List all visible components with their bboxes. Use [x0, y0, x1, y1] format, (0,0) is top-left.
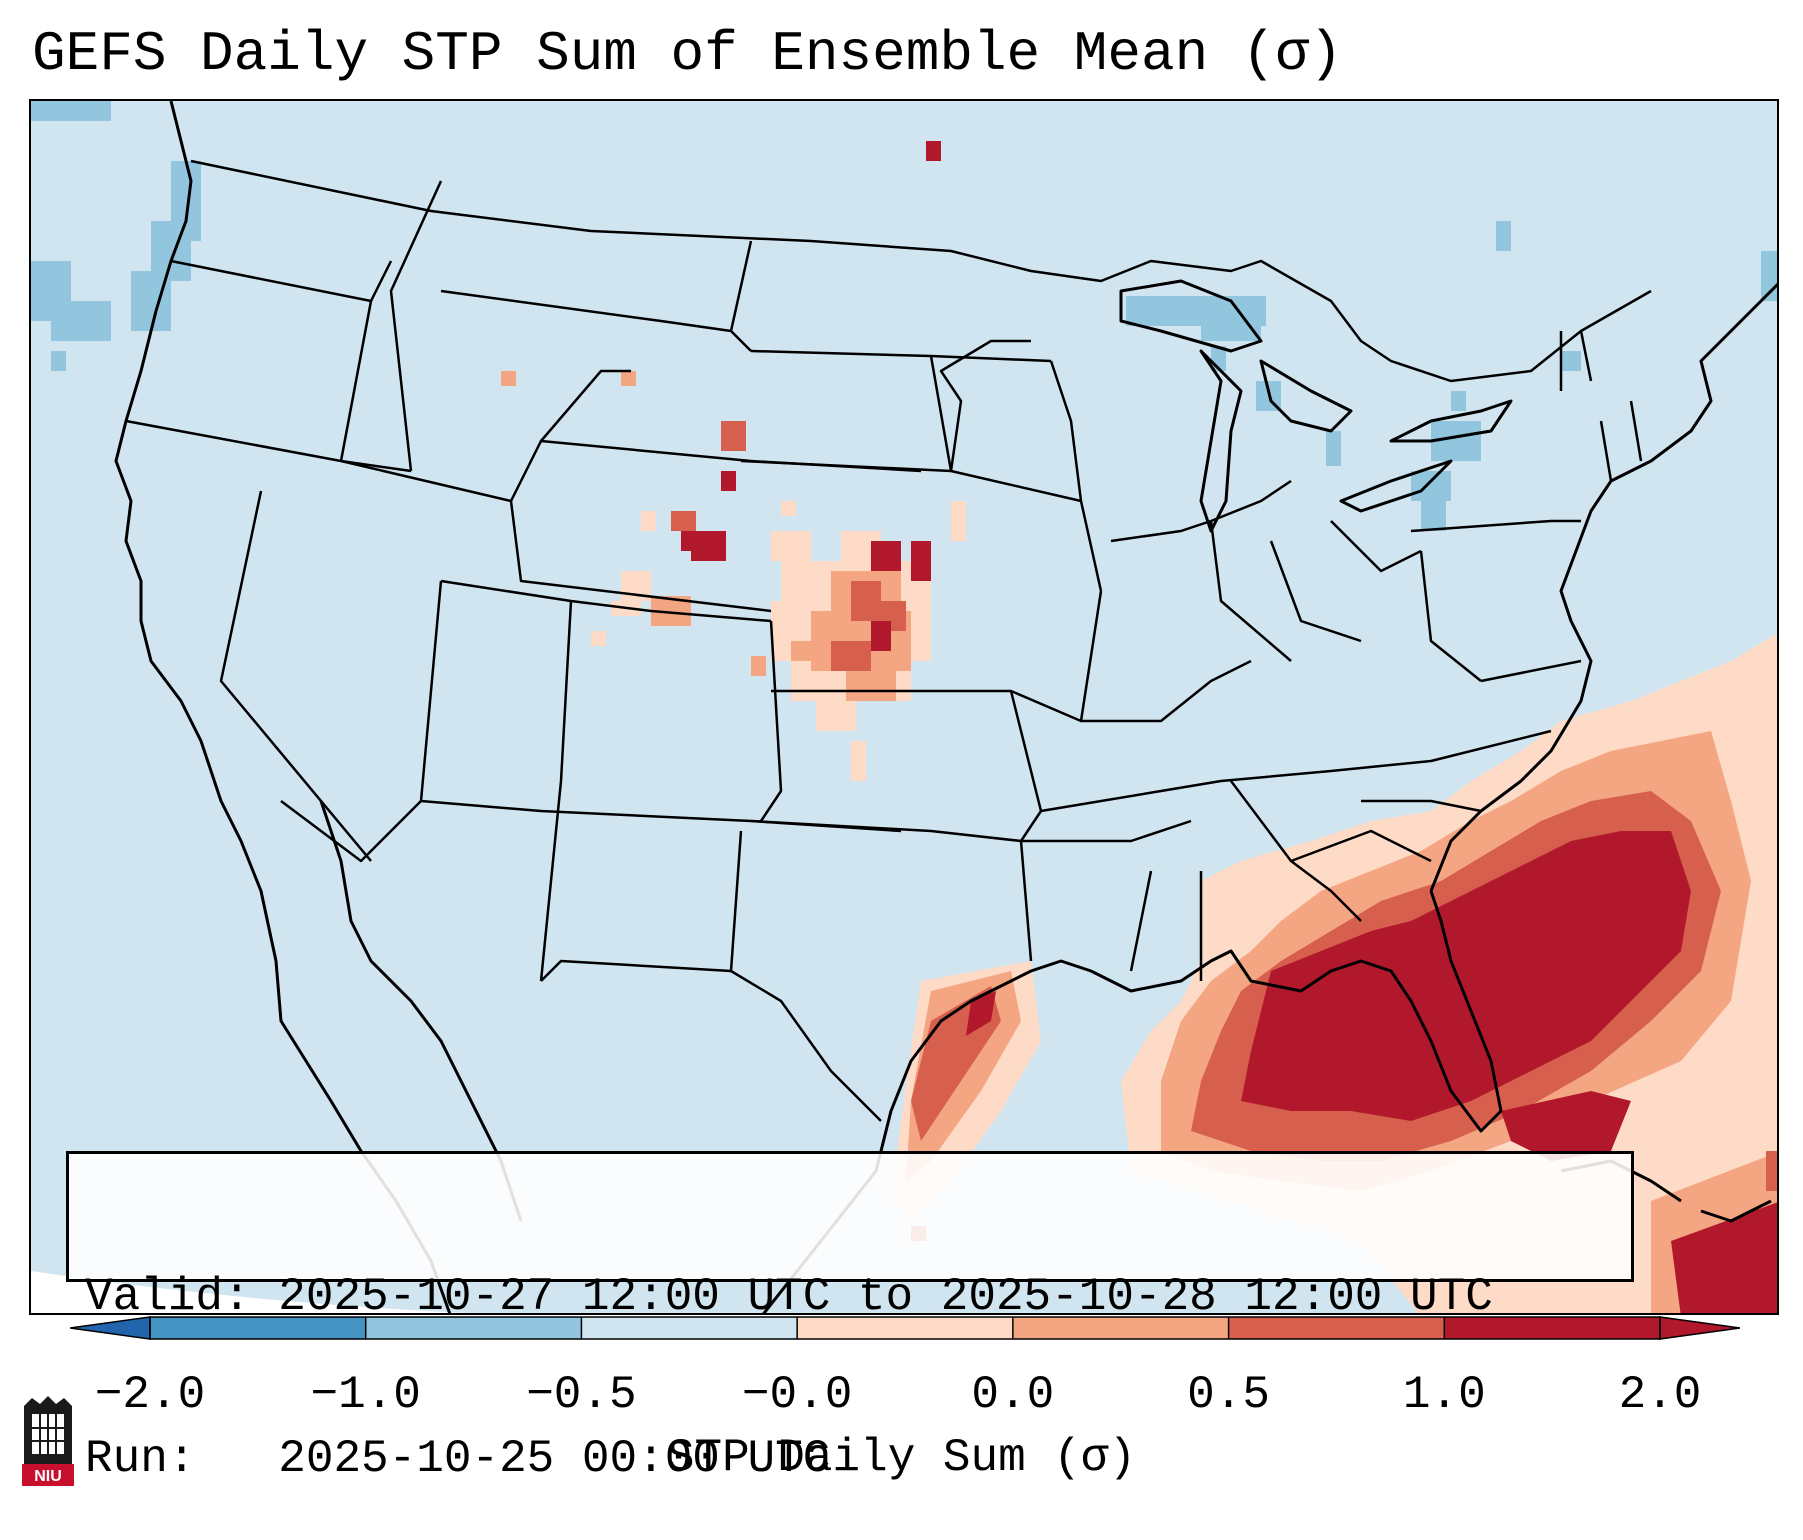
map-panel	[29, 99, 1779, 1315]
colorbar-segment	[150, 1317, 367, 1339]
colorbar-tick-label: 2.0	[1618, 1369, 1702, 1421]
colorbar-tick-label: 1.0	[1402, 1369, 1486, 1421]
valid-run-info-box: Valid: 2025-10-27 12:00 UTC to 2025-10-2…	[66, 1151, 1634, 1485]
projection-edge	[31, 1271, 467, 1313]
colorbar-segments	[150, 1317, 1661, 1339]
colorbar-under-triangle	[70, 1316, 151, 1340]
colorbar-over-triangle	[1659, 1316, 1740, 1340]
colorbar-segment	[797, 1317, 1014, 1339]
colorbar-segment	[365, 1317, 582, 1339]
colorbar-segment	[581, 1317, 798, 1339]
colorbar-tick-label: 0.5	[1187, 1369, 1270, 1421]
colorbar-tick-label: −2.0	[94, 1369, 206, 1421]
colorbar-segment	[1444, 1317, 1661, 1339]
map-svg	[31, 101, 1777, 1313]
colorbar-tick-label: −1.0	[310, 1369, 421, 1421]
run-time-text: Run: 2025-10-25 00:00 UTC	[85, 1433, 831, 1485]
colorbar-label: STP Daily Sum (σ)	[666, 1432, 1137, 1484]
valid-time-text: Valid: 2025-10-27 12:00 UTC to 2025-10-2…	[85, 1271, 1493, 1323]
niu-logo: NIU	[22, 1396, 74, 1486]
plains-positive-field	[501, 141, 966, 1241]
chart-title: GEFS Daily STP Sum of Ensemble Mean (σ)	[32, 22, 1343, 86]
colorbar-tick-label: −0.0	[741, 1369, 853, 1421]
borders	[125, 159, 1652, 1122]
colorbar-tick-label: 0.0	[971, 1369, 1055, 1421]
colorbar-segment	[1228, 1317, 1445, 1339]
colorbar-tick-label: −0.5	[526, 1369, 637, 1421]
colorbar-tick-marks	[149, 1317, 1661, 1339]
pacific-northwest-field	[31, 101, 201, 371]
colorbar	[70, 1316, 1740, 1340]
texas-coast-field	[891, 961, 1041, 1221]
great-lakes-field	[1126, 221, 1777, 531]
colorbar-segment	[1012, 1317, 1230, 1339]
logo-text: NIU	[34, 1468, 62, 1485]
